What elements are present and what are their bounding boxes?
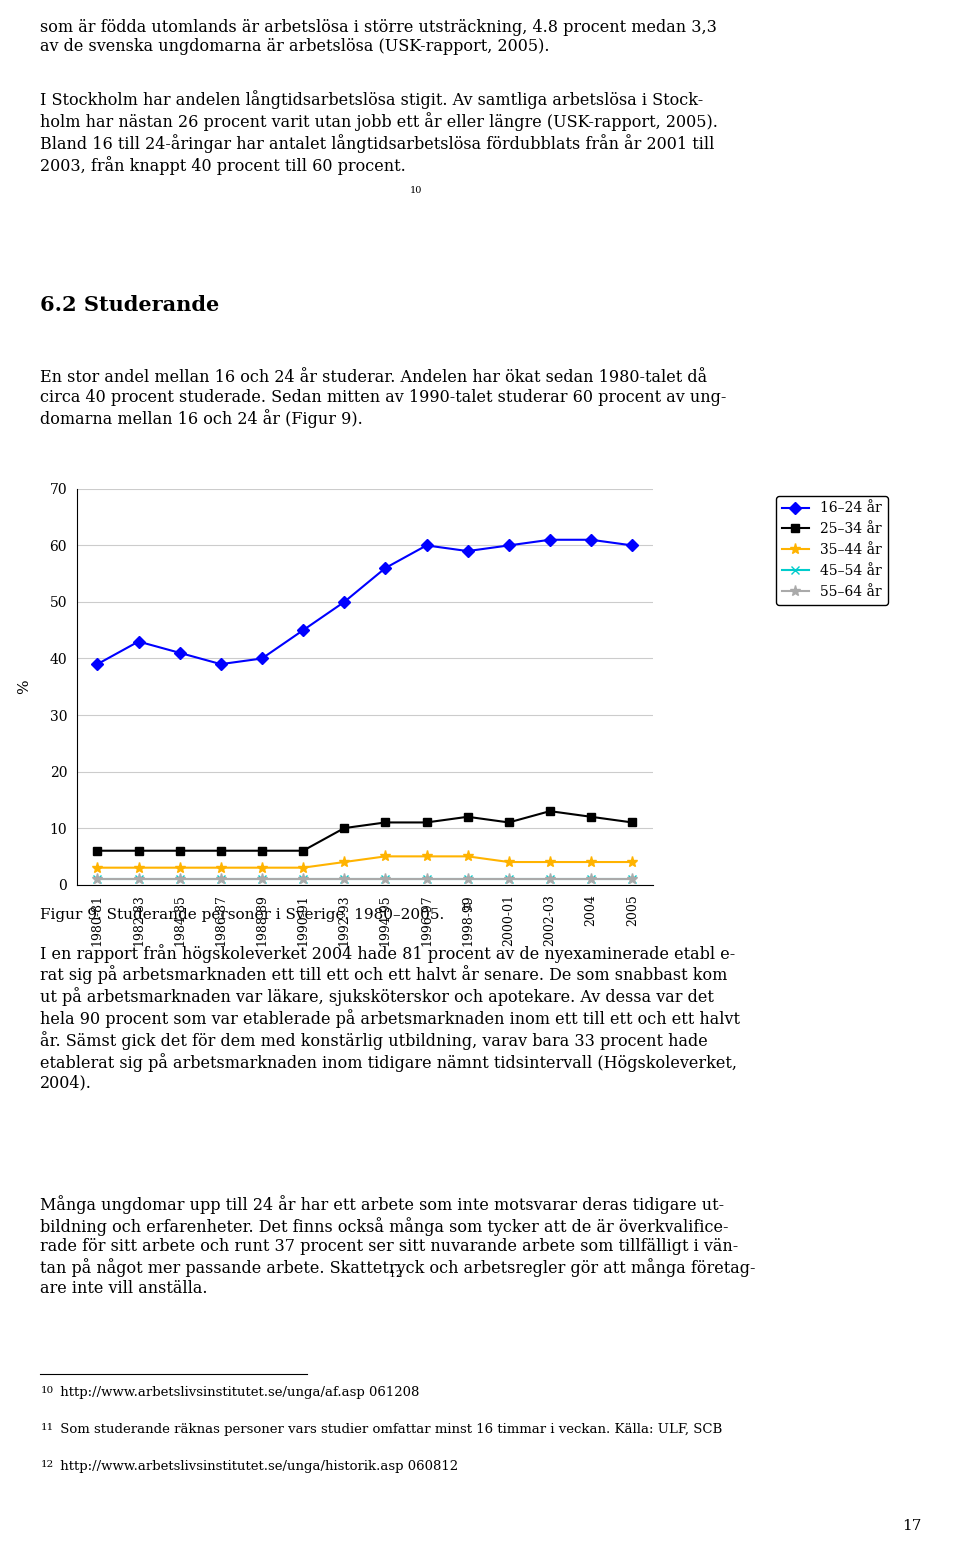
16–24 år — [420, 535, 432, 554]
45–54 år — [298, 869, 309, 888]
Text: 10: 10 — [40, 1386, 54, 1395]
45–54 år — [627, 869, 638, 888]
55–64 år — [174, 869, 185, 888]
45–54 år — [339, 869, 350, 888]
Line: 45–54 år: 45–54 år — [93, 875, 636, 883]
Text: 17: 17 — [902, 1519, 922, 1533]
55–64 år — [420, 869, 432, 888]
35–44 år — [379, 847, 391, 866]
55–64 år — [379, 869, 391, 888]
16–24 år — [627, 535, 638, 554]
55–64 år — [91, 869, 103, 888]
45–54 år — [215, 869, 227, 888]
Text: 12: 12 — [40, 1460, 54, 1470]
45–54 år — [503, 869, 515, 888]
Text: Som studerande räknas personer vars studier omfattar minst 16 timmar i veckan. K: Som studerande räknas personer vars stud… — [56, 1423, 722, 1436]
45–54 år — [379, 869, 391, 888]
25–34 år — [256, 841, 268, 860]
25–34 år — [503, 813, 515, 832]
Text: http://www.arbetslivsinstitutet.se/unga/historik.asp 060812: http://www.arbetslivsinstitutet.se/unga/… — [56, 1460, 458, 1473]
16–24 år — [215, 655, 227, 674]
35–44 år — [91, 858, 103, 877]
16–24 år — [462, 542, 473, 560]
55–64 år — [132, 869, 144, 888]
35–44 år — [420, 847, 432, 866]
35–44 år — [132, 858, 144, 877]
55–64 år — [256, 869, 268, 888]
Text: 11: 11 — [40, 1423, 54, 1432]
55–64 år — [298, 869, 309, 888]
45–54 år — [586, 869, 597, 888]
45–54 år — [256, 869, 268, 888]
16–24 år — [503, 535, 515, 554]
25–34 år — [174, 841, 185, 860]
35–44 år — [586, 852, 597, 871]
Text: I Stockholm har andelen långtidsarbetslösa stigit. Av samtliga arbetslösa i Stoc: I Stockholm har andelen långtidsarbetslö… — [40, 90, 718, 174]
16–24 år — [174, 644, 185, 663]
Legend: 16–24 år, 25–34 år, 35–44 år, 45–54 år, 55–64 år: 16–24 år, 25–34 år, 35–44 år, 45–54 år, … — [776, 495, 888, 605]
35–44 år — [298, 858, 309, 877]
45–54 år — [91, 869, 103, 888]
55–64 år — [544, 869, 556, 888]
55–64 år — [627, 869, 638, 888]
45–54 år — [544, 869, 556, 888]
16–24 år — [586, 531, 597, 549]
16–24 år — [91, 655, 103, 674]
Line: 16–24 år: 16–24 år — [93, 535, 636, 669]
25–34 år — [215, 841, 227, 860]
35–44 år — [503, 852, 515, 871]
25–34 år — [298, 841, 309, 860]
55–64 år — [586, 869, 597, 888]
Text: 12: 12 — [386, 1270, 402, 1279]
Text: 6.2 Studerande: 6.2 Studerande — [40, 295, 220, 315]
Text: I en rapport från högskoleverket 2004 hade 81 procent av de nyexaminerade etabl : I en rapport från högskoleverket 2004 ha… — [40, 944, 740, 1091]
45–54 år — [174, 869, 185, 888]
Text: Figur 9. Studerande personer i Sverige. 1980–2005.: Figur 9. Studerande personer i Sverige. … — [40, 908, 449, 922]
25–34 år — [586, 807, 597, 826]
Text: Många ungdomar upp till 24 år har ett arbete som inte motsvarar deras tidigare u: Många ungdomar upp till 24 år har ett ar… — [40, 1195, 756, 1297]
35–44 år — [215, 858, 227, 877]
16–24 år — [132, 632, 144, 650]
25–34 år — [91, 841, 103, 860]
16–24 år — [298, 621, 309, 639]
Y-axis label: %: % — [16, 680, 31, 694]
25–34 år — [339, 819, 350, 838]
25–34 år — [462, 807, 473, 826]
35–44 år — [544, 852, 556, 871]
45–54 år — [132, 869, 144, 888]
Text: 10: 10 — [410, 186, 422, 196]
Text: 11: 11 — [461, 903, 474, 913]
35–44 år — [627, 852, 638, 871]
55–64 år — [339, 869, 350, 888]
Text: En stor andel mellan 16 och 24 år studerar. Andelen har ökat sedan 1980-talet då: En stor andel mellan 16 och 24 år studer… — [40, 369, 727, 428]
25–34 år — [132, 841, 144, 860]
Line: 55–64 år: 55–64 år — [92, 874, 637, 885]
Text: som är födda utomlands är arbetslösa i större utsträckning, 4.8 procent medan 3,: som är födda utomlands är arbetslösa i s… — [40, 19, 717, 56]
Text: http://www.arbetslivsinstitutet.se/unga/af.asp 061208: http://www.arbetslivsinstitutet.se/unga/… — [56, 1386, 420, 1398]
35–44 år — [462, 847, 473, 866]
Line: 35–44 år: 35–44 år — [92, 850, 637, 874]
35–44 år — [174, 858, 185, 877]
55–64 år — [462, 869, 473, 888]
25–34 år — [379, 813, 391, 832]
35–44 år — [256, 858, 268, 877]
25–34 år — [627, 813, 638, 832]
Line: 25–34 år: 25–34 år — [93, 807, 636, 855]
16–24 år — [256, 649, 268, 667]
45–54 år — [462, 869, 473, 888]
55–64 år — [215, 869, 227, 888]
16–24 år — [339, 593, 350, 611]
16–24 år — [544, 531, 556, 549]
35–44 år — [339, 852, 350, 871]
25–34 år — [420, 813, 432, 832]
55–64 år — [503, 869, 515, 888]
16–24 år — [379, 559, 391, 577]
45–54 år — [420, 869, 432, 888]
25–34 år — [544, 802, 556, 821]
